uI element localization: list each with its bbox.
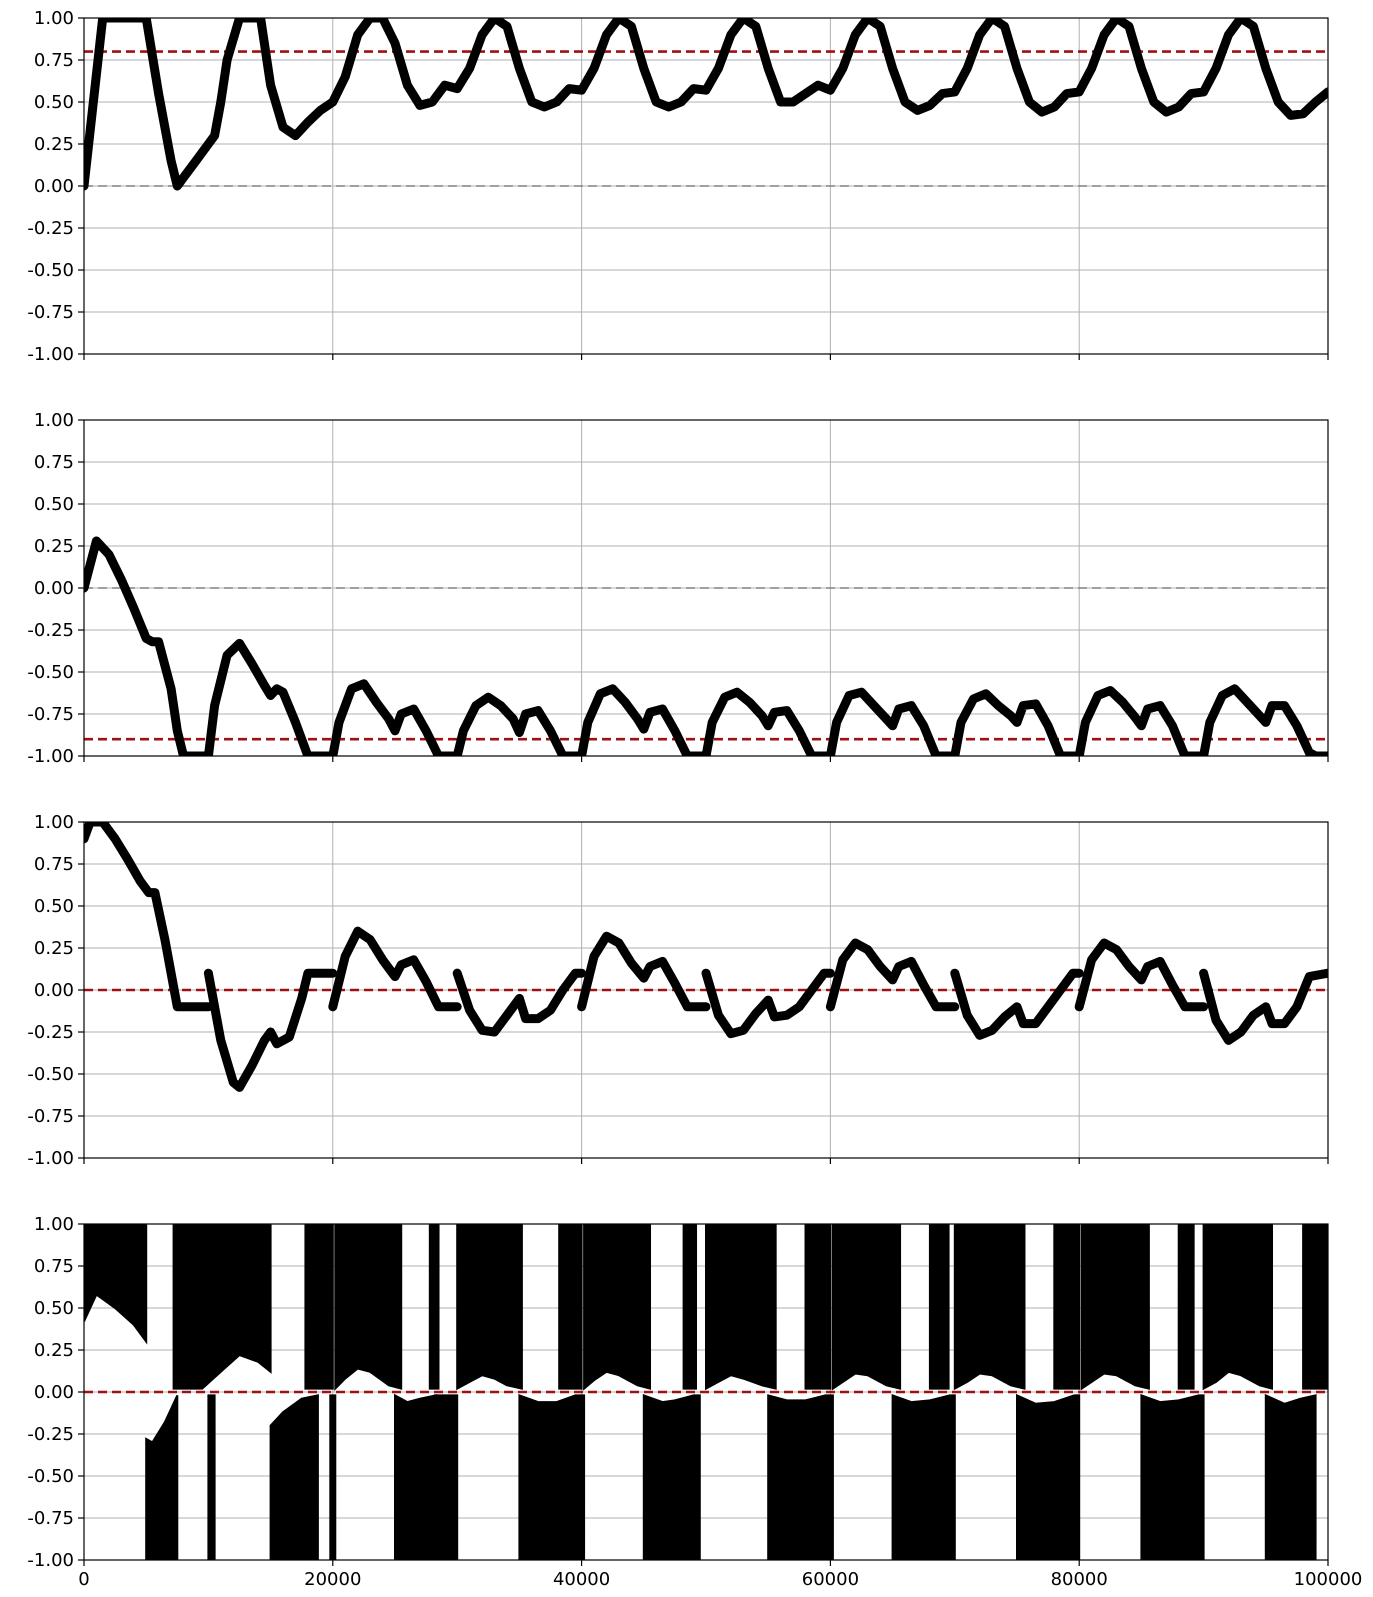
- y-tick-label: -0.75: [27, 704, 74, 725]
- series-line-1-segment-1: [84, 536, 1328, 756]
- x-tick-label: 0: [78, 1569, 89, 1590]
- y-tick-label: 0.25: [34, 1340, 74, 1361]
- upper-band-8: [583, 1224, 652, 1391]
- series-line-1-segment-3: [328, 926, 462, 1012]
- y-tick-label: 0.75: [34, 1256, 74, 1277]
- series-line-1-segment-2: [203, 968, 338, 1092]
- y-tick-label: -0.25: [27, 1424, 74, 1445]
- upper-band-3: [304, 1224, 334, 1390]
- series-line-1-segment-6: [701, 968, 835, 1039]
- y-tick-label: -1.00: [27, 1148, 74, 1169]
- y-tick-label: 0.50: [34, 92, 74, 113]
- y-tick-label: 0.75: [34, 854, 74, 875]
- series-line-1-segment-9: [1074, 938, 1209, 1012]
- lower-band-1: [145, 1394, 179, 1560]
- y-tick-label: -0.25: [27, 620, 74, 641]
- y-tick-label: -0.50: [27, 1466, 74, 1487]
- lower-band-9: [767, 1394, 834, 1560]
- series-line-1-segment-1: [84, 18, 1328, 191]
- y-tick-label: 0.25: [34, 938, 74, 959]
- plot-area: [84, 536, 1328, 756]
- y-tick-label: 0.25: [34, 134, 74, 155]
- y-tick-label: 0.00: [34, 1382, 74, 1403]
- y-tick-label: -0.75: [27, 302, 74, 323]
- plot-area: [84, 18, 1328, 191]
- y-tick-label: 1.00: [34, 812, 74, 833]
- upper-band-5: [428, 1224, 440, 1390]
- x-tick-label: 80000: [1051, 1569, 1108, 1590]
- upper-band-15: [1053, 1224, 1081, 1390]
- series-line-1-segment-8: [950, 968, 1084, 1040]
- y-tick-label: 0.75: [34, 50, 74, 71]
- y-tick-label: 0.00: [34, 578, 74, 599]
- upper-band-2: [172, 1224, 272, 1390]
- lower-band-11: [1016, 1393, 1081, 1560]
- series-line-1-segment-10: [1199, 968, 1328, 1045]
- y-tick-label: 0.50: [34, 494, 74, 515]
- upper-band-11: [804, 1224, 832, 1390]
- lower-band-7: [518, 1393, 586, 1560]
- y-tick-label: 0.75: [34, 452, 74, 473]
- x-tick-label: 20000: [304, 1569, 361, 1590]
- upper-band-1: [84, 1224, 148, 1345]
- series-line-1-segment-1: [84, 822, 213, 1012]
- y-tick-label: 0.50: [34, 896, 74, 917]
- plot-area: [84, 1224, 1328, 1560]
- chart-panel-4: -1.00 -0.75 -0.50 -0.25 0.00 0.25 0.50 0.75 1.00…: [27, 1214, 1362, 1590]
- y-tick-label: 1.00: [34, 8, 74, 29]
- chart-panel-2: -1.00 -0.75 -0.50 -0.25 0.00 0.25 0.50 0.75 1.00: [27, 410, 1329, 767]
- chart-panel-3: -1.00 -0.75 -0.50 -0.25 0.00 0.25 0.50 0.75 1.00: [27, 812, 1329, 1169]
- chart-panel-1: -1.00 -0.75 -0.50 -0.25 0.00 0.25 0.50 0.75 1.00: [27, 8, 1329, 365]
- x-tick-label: 60000: [802, 1569, 859, 1590]
- y-tick-label: -0.25: [27, 218, 74, 239]
- upper-band-10: [705, 1224, 777, 1391]
- y-tick-label: -0.75: [27, 1106, 74, 1127]
- y-tick-label: -0.50: [27, 662, 74, 683]
- y-tick-label: 0.00: [34, 176, 74, 197]
- upper-band-4: [334, 1224, 403, 1392]
- plot-area: [84, 822, 1328, 1092]
- lower-band-12: [1140, 1393, 1205, 1560]
- upper-band-18: [1202, 1224, 1274, 1391]
- lower-band-13: [1264, 1393, 1317, 1560]
- y-tick-label: 0.00: [34, 980, 74, 1001]
- x-tick-label: 100000: [1294, 1569, 1363, 1590]
- y-tick-label: 1.00: [34, 1214, 74, 1235]
- lower-band-2: [207, 1394, 216, 1560]
- y-tick-label: 1.00: [34, 410, 74, 431]
- upper-band-14: [953, 1224, 1026, 1391]
- y-tick-label: -0.50: [27, 260, 74, 281]
- lower-band-5: [394, 1393, 438, 1560]
- series-line-1-segment-7: [825, 938, 960, 1012]
- upper-band-13: [928, 1224, 950, 1390]
- upper-band-12: [831, 1224, 902, 1391]
- lower-band-6: [433, 1394, 459, 1560]
- y-tick-label: -1.00: [27, 1550, 74, 1571]
- y-tick-label: -1.00: [27, 746, 74, 767]
- upper-band-9: [682, 1224, 698, 1390]
- x-tick-label: 40000: [553, 1569, 610, 1590]
- upper-band-6: [456, 1224, 523, 1391]
- lower-band-4: [329, 1394, 337, 1560]
- y-tick-label: 0.25: [34, 536, 74, 557]
- upper-band-7: [558, 1224, 583, 1390]
- series-line-1-segment-4: [452, 968, 587, 1037]
- lower-band-10: [891, 1393, 956, 1560]
- y-tick-label: -0.75: [27, 1508, 74, 1529]
- upper-band-16: [1080, 1224, 1150, 1391]
- series-line-1-segment-5: [577, 931, 711, 1012]
- upper-band-19: [1302, 1224, 1328, 1390]
- y-tick-label: -1.00: [27, 344, 74, 365]
- y-tick-label: -0.25: [27, 1022, 74, 1043]
- lower-band-8: [642, 1393, 701, 1560]
- y-tick-label: -0.50: [27, 1064, 74, 1085]
- upper-band-17: [1177, 1224, 1195, 1390]
- lower-band-3: [269, 1394, 319, 1560]
- y-tick-label: 0.50: [34, 1298, 74, 1319]
